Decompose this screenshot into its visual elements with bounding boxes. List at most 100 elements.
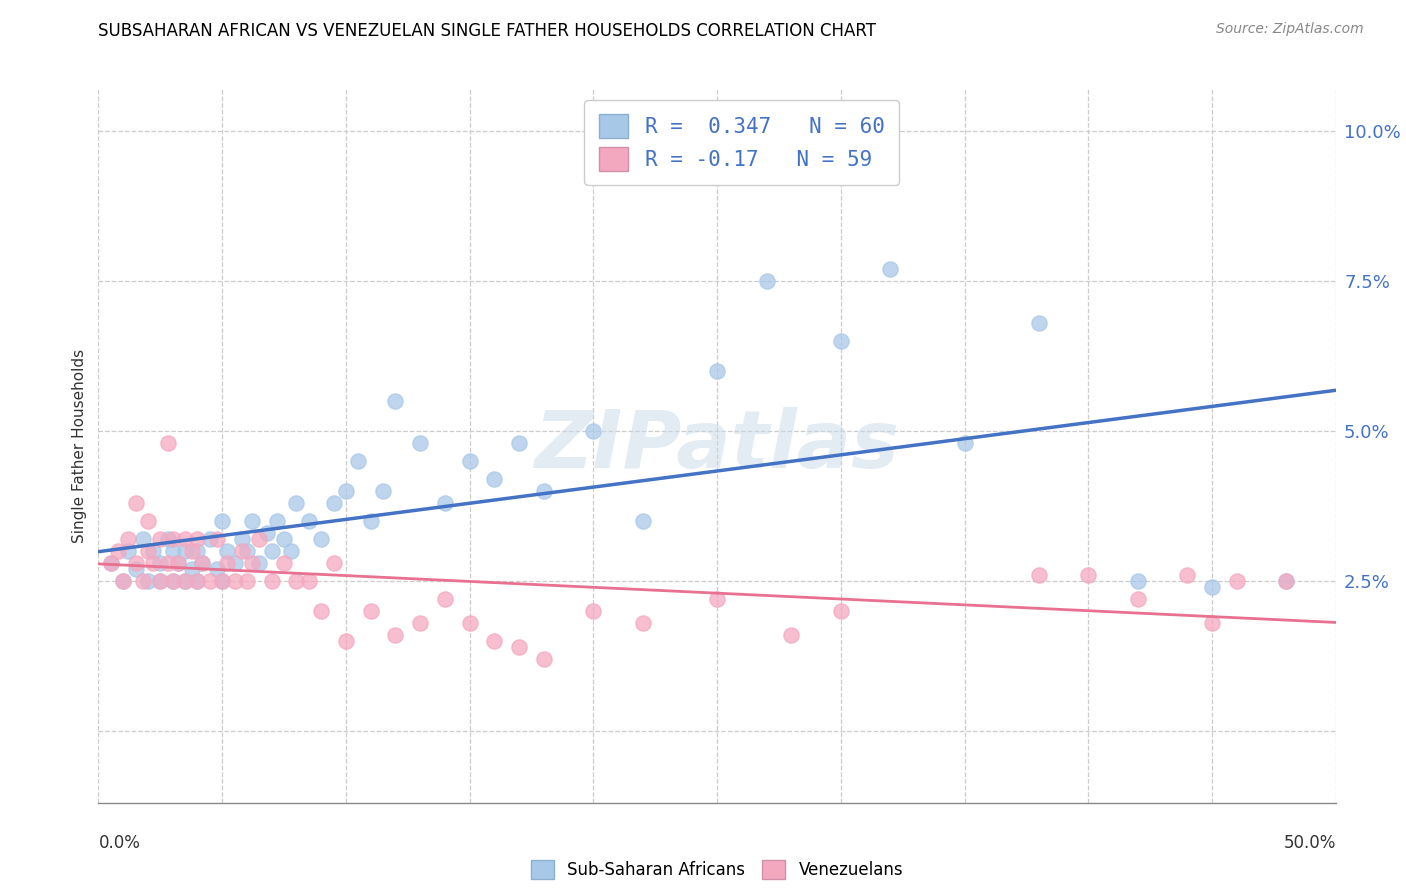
Text: ZIPatlas: ZIPatlas	[534, 407, 900, 485]
Point	[706, 364, 728, 378]
Point	[136, 514, 159, 528]
Point	[107, 544, 129, 558]
Text: SUBSAHARAN AFRICAN VS VENEZUELAN SINGLE FATHER HOUSEHOLDS CORRELATION CHART: SUBSAHARAN AFRICAN VS VENEZUELAN SINGLE …	[98, 22, 876, 40]
Point	[309, 532, 332, 546]
Point	[240, 556, 263, 570]
Point	[224, 556, 246, 570]
Point	[186, 544, 208, 558]
Point	[174, 532, 197, 546]
Point	[335, 633, 357, 648]
Point	[280, 544, 302, 558]
Point	[1077, 568, 1099, 582]
Point	[162, 574, 184, 588]
Point	[360, 514, 382, 528]
Point	[533, 483, 555, 498]
Point	[273, 532, 295, 546]
Point	[136, 544, 159, 558]
Point	[706, 591, 728, 606]
Point	[224, 574, 246, 588]
Point	[285, 496, 308, 510]
Point	[117, 532, 139, 546]
Point	[211, 514, 233, 528]
Point	[211, 574, 233, 588]
Point	[830, 604, 852, 618]
Point	[484, 633, 506, 648]
Point	[484, 472, 506, 486]
Point	[162, 532, 184, 546]
Point	[117, 544, 139, 558]
Point	[186, 574, 208, 588]
Point	[508, 436, 530, 450]
Point	[1126, 591, 1149, 606]
Point	[149, 532, 172, 546]
Point	[174, 574, 197, 588]
Point	[231, 544, 253, 558]
Point	[298, 574, 321, 588]
Point	[260, 574, 283, 588]
Point	[631, 615, 654, 630]
Point	[1126, 574, 1149, 588]
Point	[335, 483, 357, 498]
Point	[433, 496, 456, 510]
Point	[162, 544, 184, 558]
Point	[458, 615, 481, 630]
Point	[112, 574, 135, 588]
Point	[260, 544, 283, 558]
Point	[186, 532, 208, 546]
Point	[217, 556, 239, 570]
Point	[124, 556, 146, 570]
Point	[285, 574, 308, 588]
Point	[166, 556, 188, 570]
Point	[198, 532, 221, 546]
Point	[149, 574, 172, 588]
Point	[124, 496, 146, 510]
Point	[582, 424, 605, 438]
Point	[582, 604, 605, 618]
Point	[166, 556, 188, 570]
Point	[409, 615, 432, 630]
Point	[205, 532, 228, 546]
Y-axis label: Single Father Households: Single Father Households	[72, 349, 87, 543]
Point	[236, 544, 259, 558]
Point	[508, 640, 530, 654]
Legend: Sub-Saharan Africans, Venezuelans: Sub-Saharan Africans, Venezuelans	[523, 851, 911, 888]
Point	[162, 574, 184, 588]
Point	[384, 394, 406, 409]
Point	[191, 556, 214, 570]
Point	[309, 604, 332, 618]
Point	[186, 574, 208, 588]
Point	[1028, 316, 1050, 330]
Point	[266, 514, 288, 528]
Point	[953, 436, 976, 450]
Point	[231, 532, 253, 546]
Point	[174, 544, 197, 558]
Text: 0.0%: 0.0%	[98, 834, 141, 852]
Point	[879, 262, 901, 277]
Point	[156, 436, 179, 450]
Point	[211, 574, 233, 588]
Point	[1226, 574, 1249, 588]
Point	[156, 532, 179, 546]
Point	[205, 562, 228, 576]
Text: 50.0%: 50.0%	[1284, 834, 1336, 852]
Point	[458, 454, 481, 468]
Point	[1275, 574, 1298, 588]
Point	[149, 574, 172, 588]
Point	[191, 556, 214, 570]
Point	[273, 556, 295, 570]
Point	[1201, 580, 1223, 594]
Point	[533, 652, 555, 666]
Point	[112, 574, 135, 588]
Point	[830, 334, 852, 348]
Point	[1175, 568, 1198, 582]
Point	[1028, 568, 1050, 582]
Point	[174, 574, 197, 588]
Point	[409, 436, 432, 450]
Point	[136, 574, 159, 588]
Point	[256, 525, 278, 540]
Point	[124, 562, 146, 576]
Point	[322, 556, 344, 570]
Point	[132, 532, 155, 546]
Point	[1275, 574, 1298, 588]
Point	[371, 483, 394, 498]
